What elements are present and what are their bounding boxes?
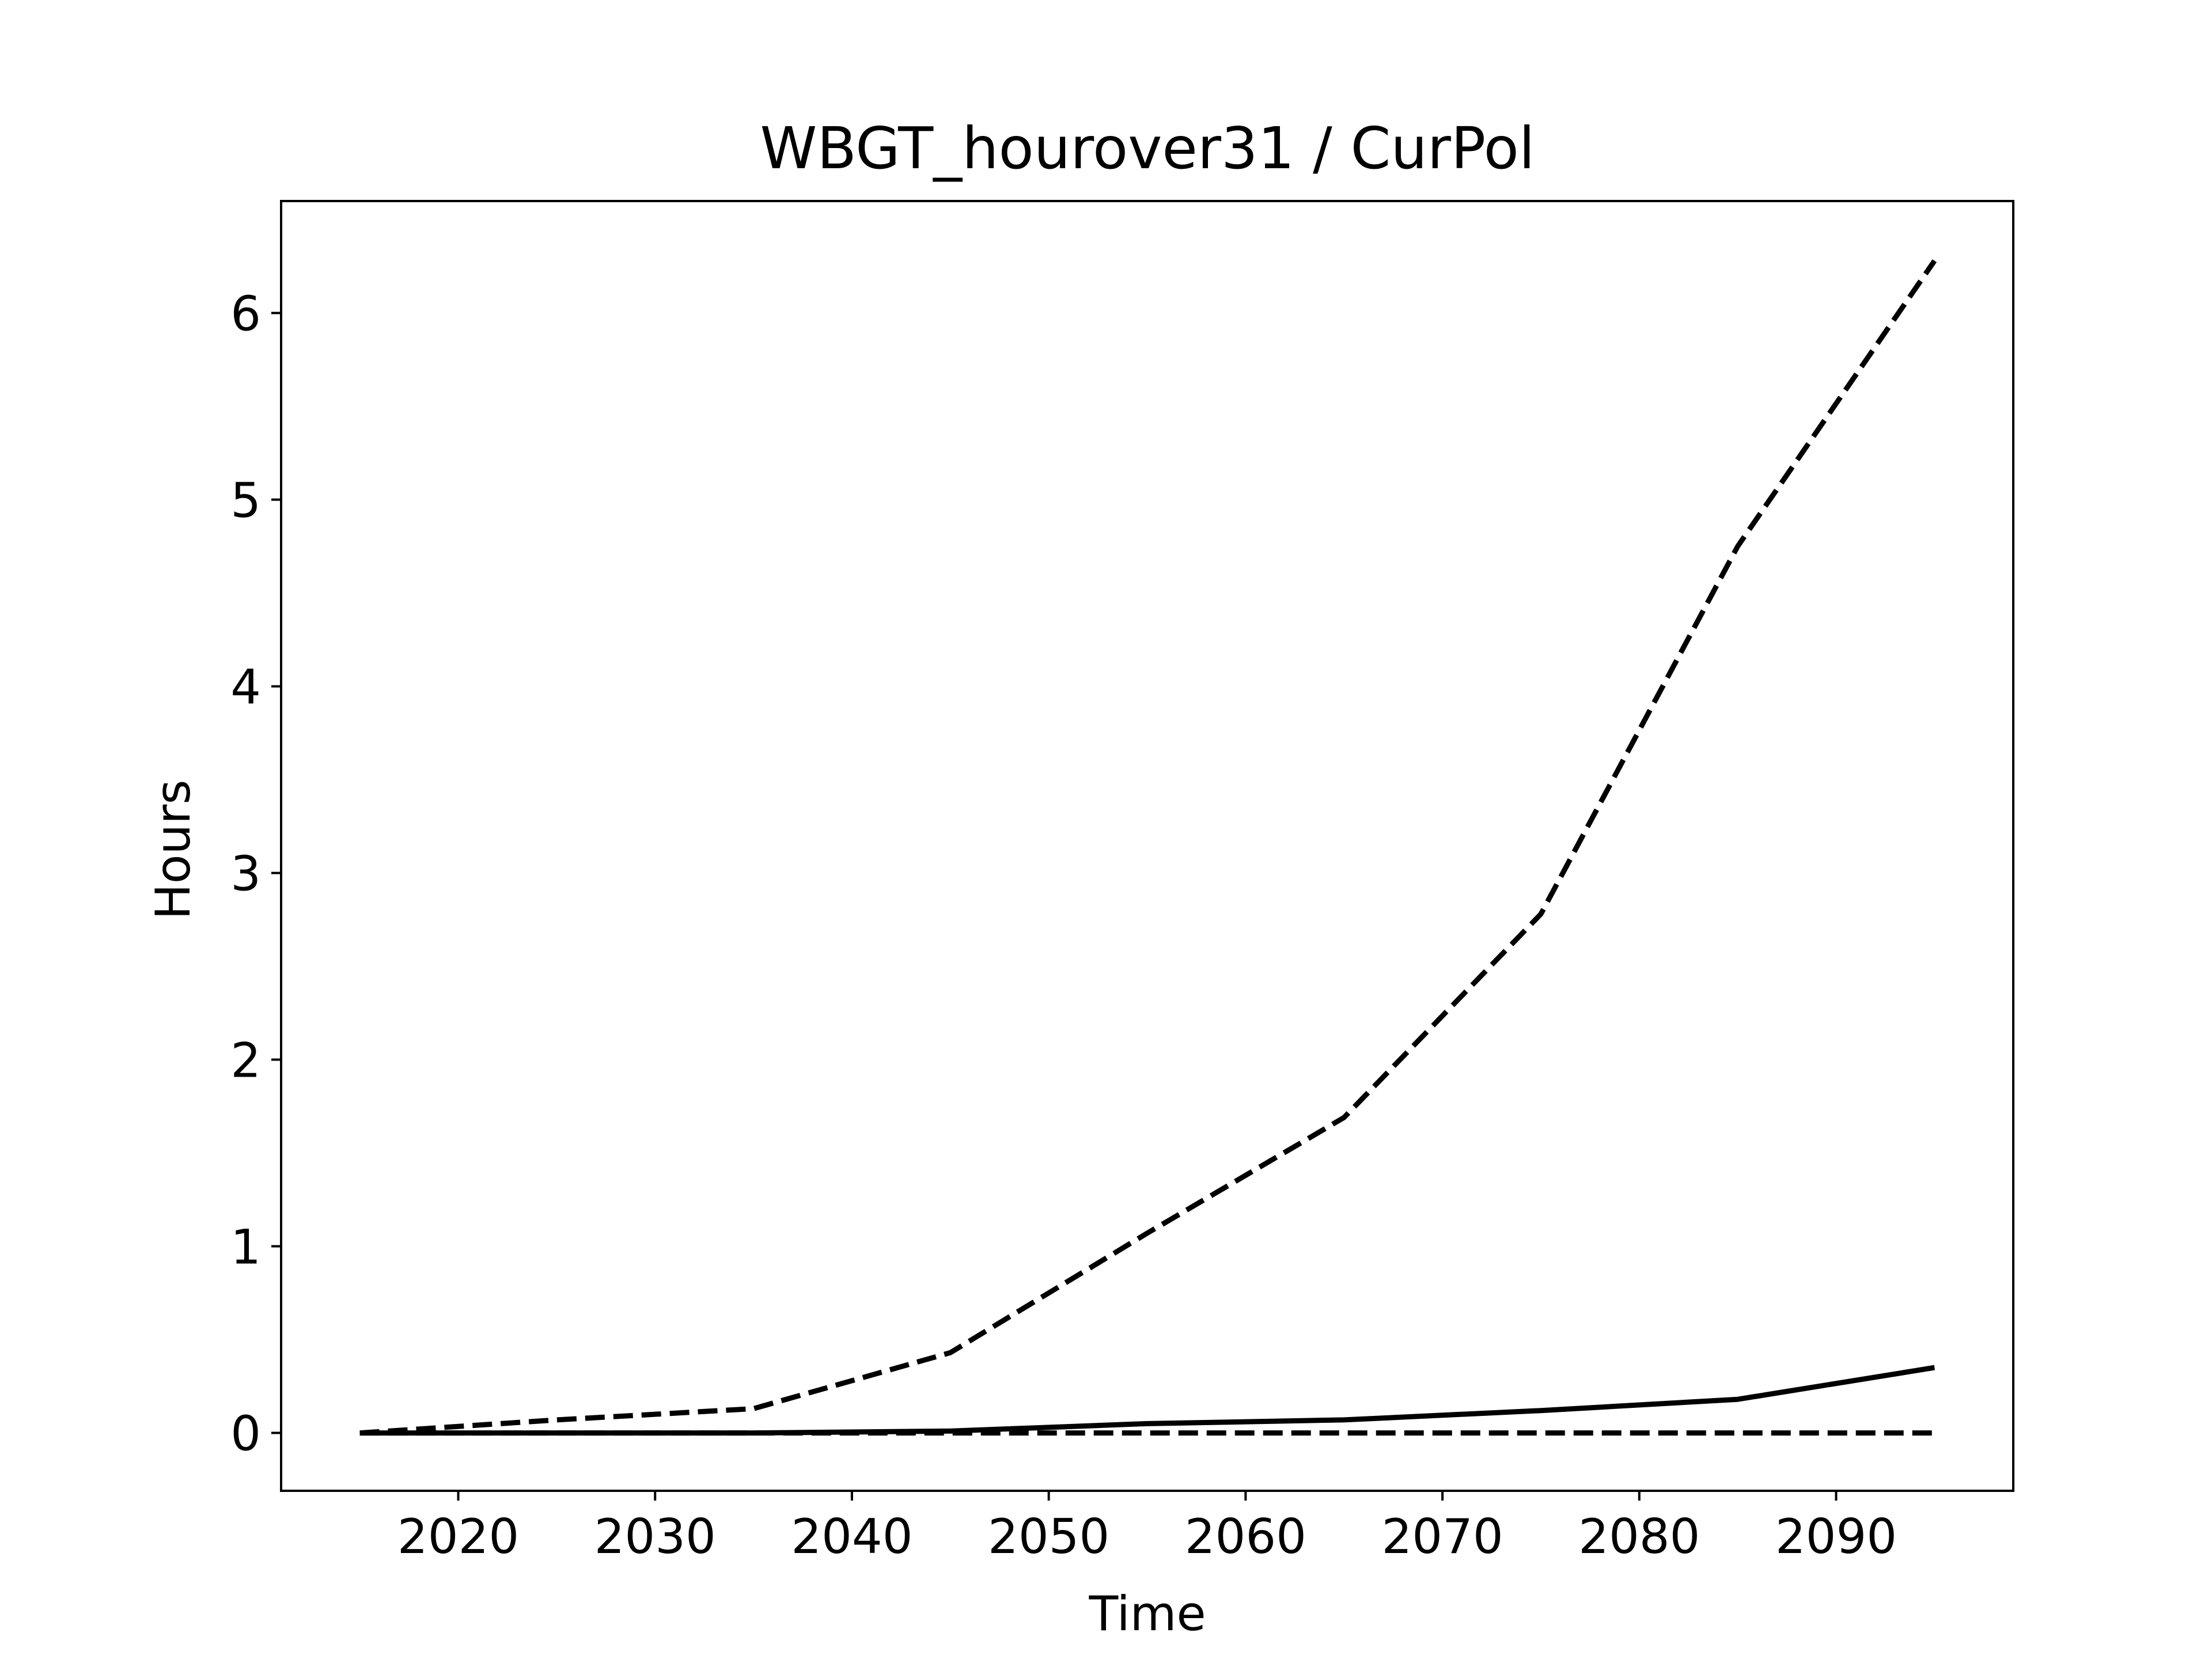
x-axis-ticks: 2020 2030 2040 2050 2060 2070 2080 2090	[397, 1491, 1897, 1565]
x-axis-label: Time	[1088, 1586, 1206, 1642]
y-tick-label: 3	[230, 846, 261, 902]
y-axis-ticks: 0 1 2 3 4 5 6	[230, 286, 281, 1462]
y-axis-label: Hours	[145, 779, 201, 919]
x-tick-label: 2050	[988, 1509, 1109, 1565]
x-tick-label: 2080	[1578, 1509, 1700, 1565]
x-tick-label: 2060	[1185, 1509, 1306, 1565]
x-tick-label: 2090	[1775, 1509, 1897, 1565]
y-tick-label: 2	[230, 1033, 261, 1089]
x-tick-label: 2070	[1381, 1509, 1503, 1565]
x-tick-label: 2020	[397, 1509, 519, 1565]
y-tick-label: 0	[230, 1406, 261, 1462]
y-tick-label: 6	[230, 286, 261, 342]
x-tick-label: 2030	[594, 1509, 716, 1565]
y-tick-label: 5	[230, 472, 261, 528]
series-line-1	[359, 259, 1937, 1436]
y-tick-label: 1	[230, 1219, 261, 1275]
x-tick-label: 2040	[791, 1509, 912, 1565]
y-tick-label: 4	[230, 659, 261, 715]
series-layer	[359, 259, 1937, 1436]
chart-title: WBGT_hourover31 / CurPol	[760, 115, 1535, 182]
plot-frame	[280, 200, 2014, 1492]
